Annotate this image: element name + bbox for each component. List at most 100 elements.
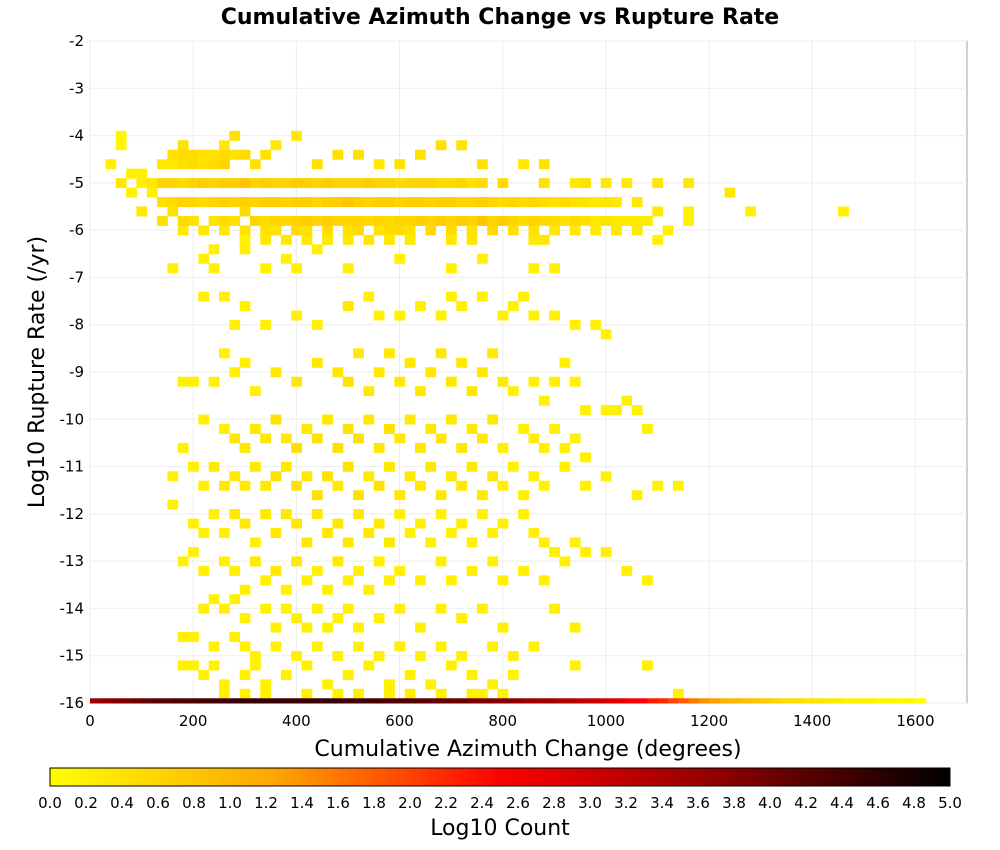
heatmap-cell [280, 215, 292, 226]
heatmap-cell [569, 178, 581, 189]
colorbar-tick-label: 2.8 [542, 794, 566, 812]
heatmap-cell [198, 603, 210, 614]
heatmap-cell [466, 461, 478, 472]
colorbar-tick-label: 5.0 [938, 794, 962, 812]
heatmap-cell [363, 584, 375, 595]
heatmap-cell [208, 178, 220, 189]
heatmap-cell [580, 405, 591, 416]
heatmap-cell [208, 149, 220, 160]
heatmap-cell [167, 263, 179, 274]
heatmap-cell [373, 480, 385, 491]
heatmap-cell [188, 197, 199, 207]
y-tick-label: -15 [60, 647, 85, 665]
heatmap-cell [559, 215, 571, 226]
heatmap-cell [198, 480, 210, 491]
heatmap-cell [456, 357, 468, 368]
heatmap-cell [342, 215, 354, 226]
heatmap-cell [249, 424, 261, 434]
heatmap-cell [404, 225, 416, 236]
heatmap-cell [249, 461, 261, 472]
heatmap-cell [218, 528, 230, 538]
heatmap-cell [631, 215, 643, 226]
heatmap-cell [363, 528, 375, 538]
heatmap-cell-bottom [874, 698, 885, 704]
colorbar-title: Log10 Count [430, 816, 570, 841]
heatmap-cell [641, 660, 653, 671]
heatmap-cell [445, 197, 457, 207]
heatmap-cell [291, 613, 303, 624]
heatmap-cell [177, 442, 189, 453]
heatmap-cell [342, 234, 354, 245]
heatmap-cell [394, 433, 406, 444]
heatmap-cell [384, 461, 395, 472]
heatmap-cell [332, 480, 344, 491]
heatmap-cell [456, 613, 468, 624]
heatmap-cell [353, 622, 364, 633]
heatmap-cell [425, 424, 437, 434]
heatmap-cell [188, 660, 199, 671]
heatmap-cell [342, 178, 354, 189]
heatmap-cell-bottom [203, 698, 215, 704]
heatmap-cell-bottom [894, 698, 906, 704]
heatmap-cell [724, 187, 736, 198]
heatmap-cell [404, 197, 416, 207]
heatmap-cell [270, 140, 282, 151]
heatmap-cell [260, 149, 272, 160]
heatmap-cell [404, 357, 416, 368]
heatmap-cell [415, 575, 426, 586]
heatmap-cell [425, 679, 437, 690]
heatmap-cell [415, 301, 426, 312]
heatmap-cell [435, 641, 447, 652]
heatmap-cell [652, 234, 664, 245]
heatmap-cell [435, 603, 447, 614]
colorbar-tick-label: 1.2 [254, 794, 278, 812]
heatmap-cell [497, 215, 509, 226]
heatmap-cell-bottom [172, 698, 184, 704]
heatmap-cell [373, 367, 385, 378]
heatmap-cell [311, 433, 323, 444]
heatmap-cell [559, 556, 571, 567]
heatmap-cell [507, 461, 519, 472]
heatmap-cell [621, 395, 633, 406]
heatmap-cell [518, 424, 529, 434]
heatmap-cell-bottom [688, 698, 700, 704]
heatmap-cell [229, 433, 241, 444]
heatmap-cell [188, 376, 199, 387]
x-tick-label: 400 [282, 712, 311, 730]
heatmap-cell [435, 433, 447, 444]
heatmap-cell [115, 178, 127, 189]
heatmap-cell [239, 244, 251, 255]
heatmap-cell [683, 206, 695, 217]
heatmap-cell [466, 424, 478, 434]
heatmap-cell [415, 650, 426, 661]
heatmap-cell [394, 603, 406, 614]
heatmap-cell [126, 168, 137, 179]
heatmap-cell [291, 130, 303, 141]
heatmap-cell [353, 509, 364, 520]
heatmap-cell [476, 509, 488, 520]
heatmap-cell [476, 215, 488, 226]
heatmap-cell [177, 140, 189, 151]
y-tick-label: -14 [60, 599, 85, 617]
colorbar-tick-label: 0.6 [146, 794, 170, 812]
heatmap-cell [311, 197, 323, 207]
heatmap-cell [291, 650, 303, 661]
heatmap-cell [332, 518, 344, 529]
heatmap-cell [342, 263, 354, 274]
heatmap-cell [538, 537, 550, 548]
heatmap-cell [270, 641, 282, 652]
heatmap-cell [641, 424, 653, 434]
heatmap-cell [652, 480, 664, 491]
heatmap-cell [260, 480, 272, 491]
heatmap-cell [435, 348, 447, 359]
heatmap-cell [260, 509, 272, 520]
heatmap-cell-bottom [905, 698, 916, 704]
heatmap-cell [528, 528, 540, 538]
heatmap-cell [425, 215, 437, 226]
heatmap-cell-bottom [636, 698, 648, 704]
heatmap-cell [590, 215, 602, 226]
heatmap-cell-bottom [224, 698, 235, 704]
heatmap-cell [373, 215, 385, 226]
heatmap-cell [198, 669, 210, 680]
heatmap-cell [280, 197, 292, 207]
